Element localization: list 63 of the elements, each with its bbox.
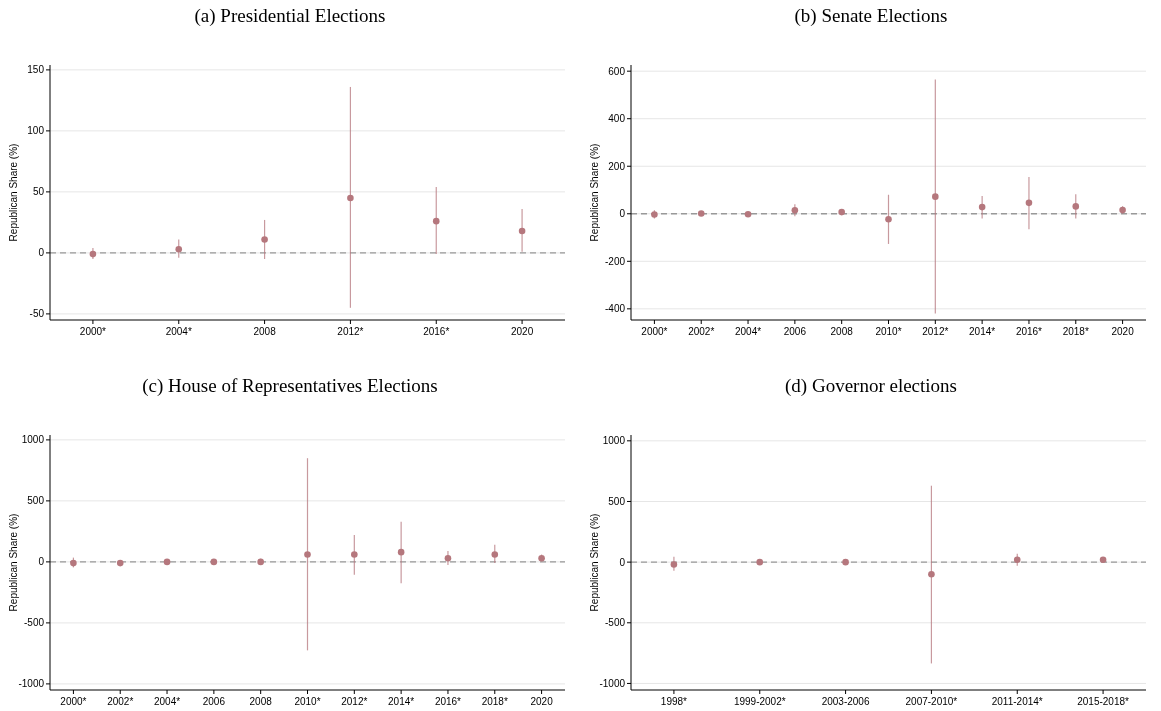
x-tick-label: 2016* (423, 326, 450, 337)
y-tick-label: 0 (619, 556, 626, 568)
x-tick-label: 2007-2010* (905, 696, 958, 707)
x-tick-label: 2002* (688, 326, 715, 337)
chart-title: (c) House of Representatives Elections (142, 375, 438, 397)
y-tick-label: 200 (608, 160, 626, 172)
y-axis-title: Republican Share (%) (589, 513, 600, 612)
chart-title: (d) Governor elections (785, 375, 957, 397)
x-tick-label: 2008 (249, 696, 273, 707)
x-tick-label: 2004* (165, 326, 192, 337)
y-tick-label: -500 (604, 617, 626, 629)
x-tick-label: 2014* (969, 326, 996, 337)
y-tick-label: 0 (619, 208, 626, 220)
x-tick-label: 1999-2002* (733, 696, 786, 707)
y-tick-label: 500 (27, 495, 45, 507)
y-tick-label: -1000 (599, 677, 626, 689)
x-tick-label: 2020 (510, 326, 534, 337)
x-tick-label: 2018* (1062, 326, 1089, 337)
x-tick-label: 2000* (79, 326, 107, 337)
y-tick-label: 600 (608, 65, 626, 77)
x-tick-label: 1998* (660, 696, 688, 707)
x-tick-label: 2000* (641, 326, 668, 337)
y-tick-label: 500 (608, 495, 626, 507)
y-tick-label: 150 (27, 64, 45, 76)
x-tick-label: 2015-2018* (1077, 696, 1130, 707)
x-tick-label: 2008 (830, 326, 854, 337)
x-tick-label: 2011-2014* (991, 696, 1043, 707)
x-tick-label: 2020 (530, 696, 554, 707)
x-tick-label: 2003-2006 (821, 696, 870, 707)
x-tick-label: 2006 (202, 696, 226, 707)
y-tick-label: 0 (38, 556, 45, 568)
y-tick-label: 400 (608, 113, 626, 125)
y-tick-label: -200 (604, 255, 626, 267)
x-tick-label: 2008 (253, 326, 277, 337)
y-axis-title: Republican Share (%) (8, 513, 19, 612)
x-tick-label: 2018* (481, 696, 508, 707)
y-tick-label: 1000 (21, 434, 45, 446)
y-tick-label: -400 (604, 303, 626, 315)
x-tick-label: 2012* (341, 696, 368, 707)
x-tick-label: 2010* (294, 696, 321, 707)
x-tick-label: 2010* (875, 326, 902, 337)
x-tick-label: 2016* (1015, 326, 1043, 337)
x-tick-label: 2000* (60, 696, 87, 707)
chart-title: (b) Senate Elections (794, 5, 948, 27)
x-tick-label: 2016* (434, 696, 462, 707)
x-tick-label: 2020 (1111, 326, 1135, 337)
x-tick-label: 2012* (337, 326, 364, 337)
y-axis-title: Republican Share (%) (589, 143, 600, 242)
chart-title: (a) Presidential Elections (194, 5, 386, 27)
y-tick-label: 0 (38, 247, 45, 259)
x-tick-label: 2006 (783, 326, 807, 337)
y-tick-label: 100 (27, 125, 45, 137)
x-tick-label: 2012* (922, 326, 949, 337)
x-tick-label: 2004* (734, 326, 762, 337)
y-axis-title: Republican Share (%) (8, 143, 19, 242)
y-tick-label: -50 (29, 308, 45, 320)
y-tick-label: 1000 (602, 435, 626, 447)
y-tick-label: -1000 (18, 678, 45, 690)
y-tick-label: -500 (23, 617, 45, 629)
x-tick-label: 2004* (153, 696, 181, 707)
y-tick-label: 50 (32, 186, 45, 198)
x-tick-label: 2002* (107, 696, 134, 707)
x-tick-label: 2014* (388, 696, 415, 707)
